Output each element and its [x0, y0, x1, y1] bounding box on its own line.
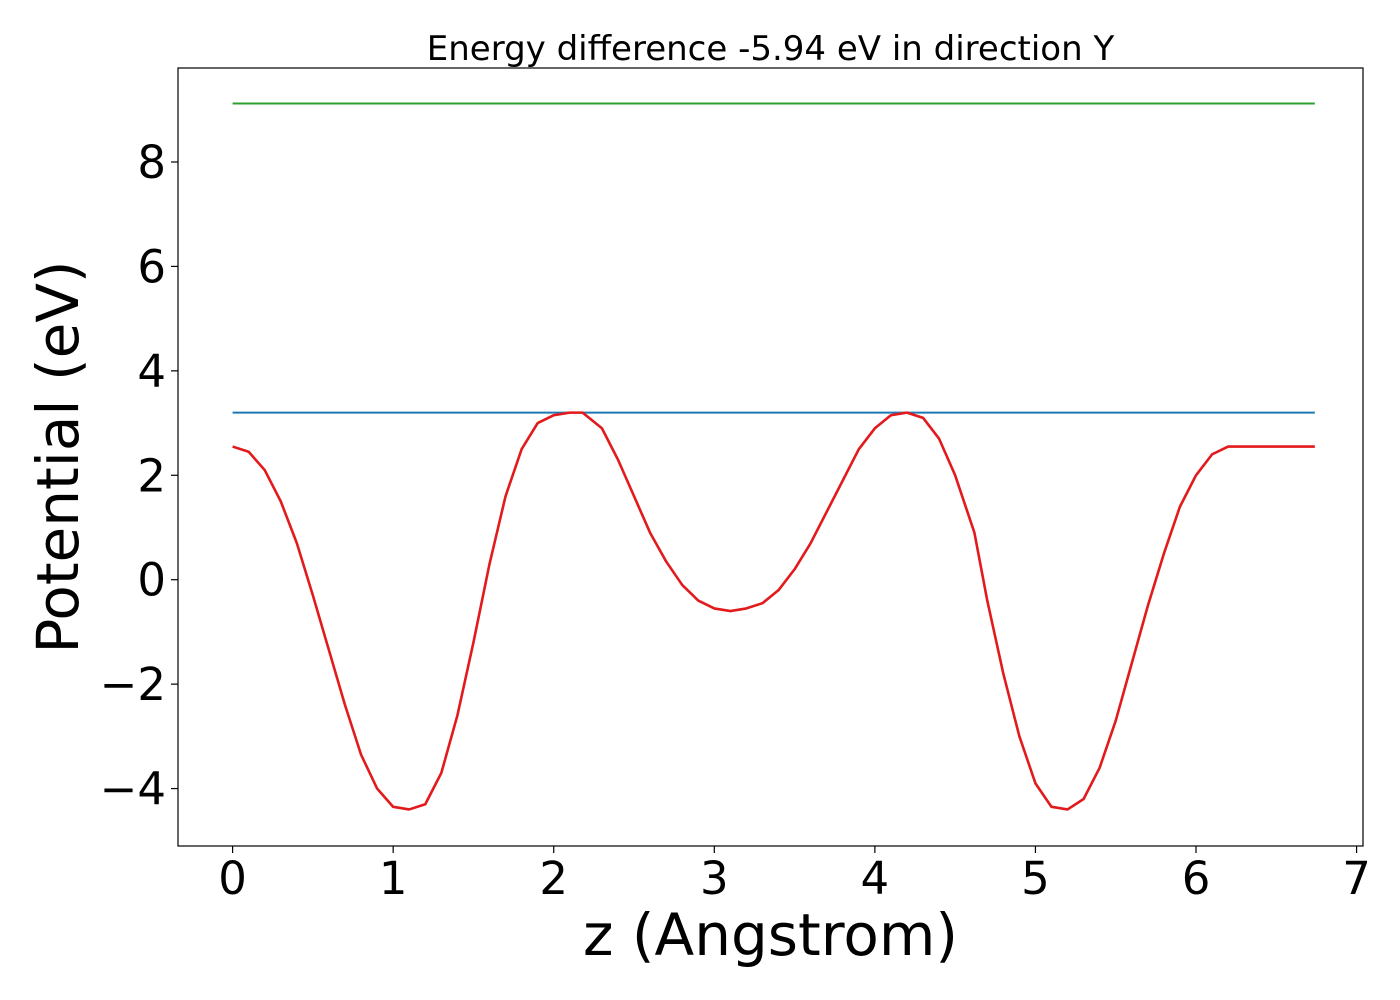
x-axis-label: z (Angstrom): [583, 901, 958, 969]
y-axis-label: Potential (eV): [24, 260, 92, 653]
y-tick-label: −2: [100, 658, 166, 711]
y-tick-label: 4: [137, 345, 166, 398]
y-tick-label: −4: [100, 763, 166, 816]
y-tick-label: 8: [137, 136, 166, 189]
y-tick-label: 6: [137, 240, 166, 293]
y-tick-label: 2: [137, 449, 166, 502]
x-axis-ticks: 0 1 2 3 4 5 6 7: [218, 846, 1371, 905]
plot-frame: [177, 67, 1364, 847]
y-axis-ticks: −4 −2 0 2 4 6 8: [100, 136, 178, 816]
x-tick-label: 6: [1182, 852, 1211, 905]
x-tick-label: 4: [861, 852, 890, 905]
x-tick-label: 0: [218, 852, 247, 905]
series-line-2: [232, 411, 1315, 811]
series-layer: [232, 102, 1315, 811]
x-tick-label: 3: [700, 852, 729, 905]
x-tick-label: 1: [379, 852, 408, 905]
x-tick-label: 5: [1021, 852, 1050, 905]
chart-title: Energy difference -5.94 eV in direction …: [427, 29, 1115, 69]
x-tick-label: 7: [1342, 852, 1371, 905]
y-tick-label: 0: [137, 554, 166, 607]
x-tick-label: 2: [539, 852, 568, 905]
